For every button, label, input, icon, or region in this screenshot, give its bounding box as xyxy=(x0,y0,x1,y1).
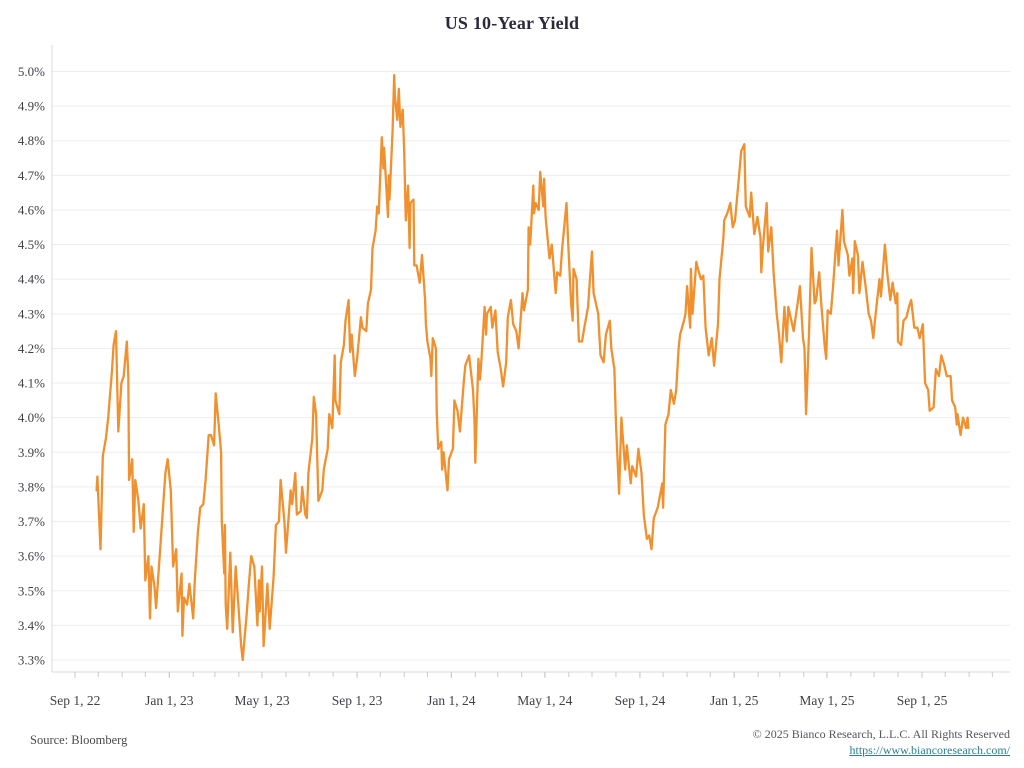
y-axis-tick-label: 4.8% xyxy=(18,133,45,148)
y-axis-tick-label: 3.3% xyxy=(18,653,45,668)
x-axis-tick-label: Sep 1, 22 xyxy=(50,693,101,708)
y-axis-tick-label: 3.8% xyxy=(18,479,45,494)
y-axis-tick-label: 3.7% xyxy=(18,514,45,529)
bianco-website-link[interactable]: https://www.biancoresearch.com/ xyxy=(849,743,1010,757)
chart-title: US 10-Year Yield xyxy=(444,13,580,33)
y-axis-tick-label: 4.2% xyxy=(18,341,45,356)
x-axis-tick-label: Jan 1, 24 xyxy=(427,693,476,708)
y-axis-tick-label: 4.6% xyxy=(18,202,45,217)
x-axis-tick-label: Jan 1, 23 xyxy=(145,693,194,708)
copyright-note: © 2025 Bianco Research, L.L.C. All Right… xyxy=(752,727,1010,741)
y-axis-tick-label: 3.5% xyxy=(18,583,45,598)
y-axis-tick-label: 3.4% xyxy=(18,618,45,633)
x-axis-tick-label: May 1, 23 xyxy=(234,693,289,708)
y-axis-tick-label: 3.9% xyxy=(18,445,45,460)
x-axis-tick-label: Sep 1, 24 xyxy=(615,693,666,708)
x-axis-tick-label: May 1, 25 xyxy=(799,693,854,708)
y-axis-tick-label: 4.5% xyxy=(18,237,45,252)
footer-attribution: © 2025 Bianco Research, L.L.C. All Right… xyxy=(753,727,1010,758)
y-axis-tick-label: 4.7% xyxy=(18,168,45,183)
y-axis-tick-label: 3.6% xyxy=(18,549,45,564)
y-axis-tick-label: 4.4% xyxy=(18,272,45,287)
yield-line-series xyxy=(95,73,970,662)
x-axis-tick-label: May 1, 24 xyxy=(517,693,572,708)
y-axis-tick-label: 4.9% xyxy=(18,99,45,114)
y-axis-tick-label: 4.0% xyxy=(18,410,45,425)
y-axis-tick-label: 4.1% xyxy=(18,376,45,391)
x-axis-tick-label: Sep 1, 23 xyxy=(332,693,383,708)
x-axis-tick-label: Jan 1, 25 xyxy=(710,693,759,708)
x-axis-tick-label: Sep 1, 25 xyxy=(897,693,948,708)
y-axis-tick-label: 5.0% xyxy=(18,64,45,79)
y-axis-tick-label: 4.3% xyxy=(18,306,45,321)
source-note: Source: Bloomberg xyxy=(30,733,128,747)
